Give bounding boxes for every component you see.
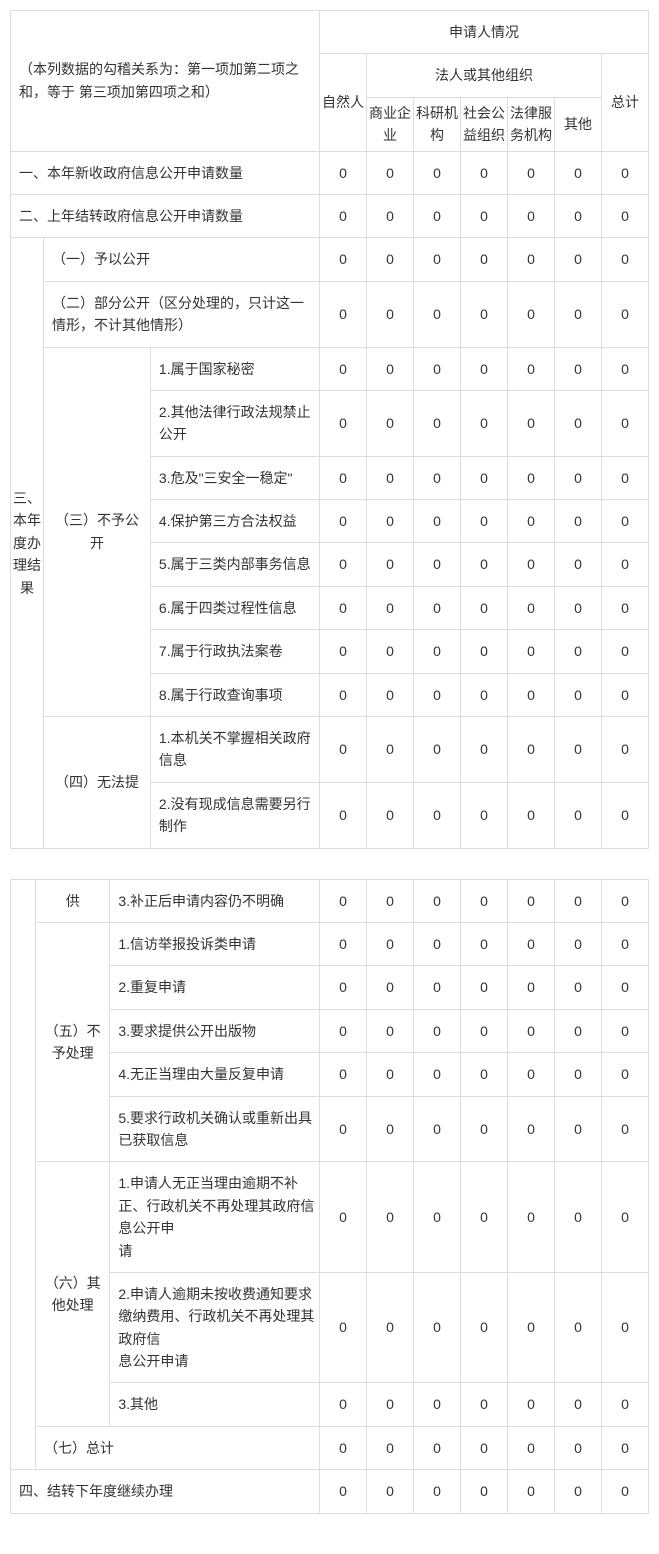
table-row: （四）无法提 1.本机关不掌握相关政府信息 0000000 [11,717,649,783]
sec3-label: 三、本年度办理结果 [11,238,44,848]
hdr-social: 社会公益组织 [461,97,508,151]
table-row: 一、本年新收政府信息公开申请数量 0000000 [11,151,649,194]
disclosure-table-1: （本列数据的勾稽关系为：第一项加第二项之和，等于 第三项加第四项之和） 申请人情… [10,10,649,849]
table-row: 三、本年度办理结果 （一）予以公开 0000000 [11,238,649,281]
r3-4b-label: 供 [36,879,110,922]
r3-6-2-cell: 2.申请人逾期未按收费通知要求缴纳费用、行政机关不再处理其政府信 息公开申请 [110,1272,320,1383]
hdr-legal-org: 法人或其他组织 [367,54,602,97]
hdr-other: 其他 [555,97,602,151]
r3-6-label: （六）其他处理 [36,1162,110,1427]
table-row: （七）总计 0000000 [11,1426,649,1469]
r3-4a-label: （四）无法提 [44,717,151,849]
header-note: （本列数据的勾稽关系为：第一项加第二项之和，等于 第三项加第四项之和） [11,11,320,152]
table-row: 四、结转下年度继续办理 0000000 [11,1470,649,1513]
table-row: （三）不予公开 1.属于国家秘密 0000000 [11,347,649,390]
hdr-total: 总计 [602,54,649,151]
hdr-applicant-situation: 申请人情况 [320,11,649,54]
table-row: 二、上年结转政府信息公开申请数量 0000000 [11,194,649,237]
hdr-legal-service: 法律服务机构 [508,97,555,151]
table-row: 供 3.补正后申请内容仍不明确 0000000 [11,879,649,922]
sec3-blank [11,879,36,1470]
table-row: （二）部分公开（区分处理的，只计这一情形，不计其他情形） 0000000 [11,281,649,347]
hdr-commercial: 商业企业 [367,97,414,151]
hdr-natural-person: 自然人 [320,54,367,151]
table-row: （五）不予处理 1.信访举报投诉类申请 0000000 [11,922,649,965]
r3-6-1-cell: 1.申请人无正当理由逾期不补正、行政机关不再处理其政府信息公开申 请 [110,1162,320,1273]
r3-5-label: （五）不予处理 [36,922,110,1161]
hdr-scientific: 科研机构 [414,97,461,151]
r3-3-label: （三）不予公开 [44,347,151,717]
disclosure-table-2: 供 3.补正后申请内容仍不明确 0000000 （五）不予处理 1.信访举报投诉… [10,879,649,1514]
